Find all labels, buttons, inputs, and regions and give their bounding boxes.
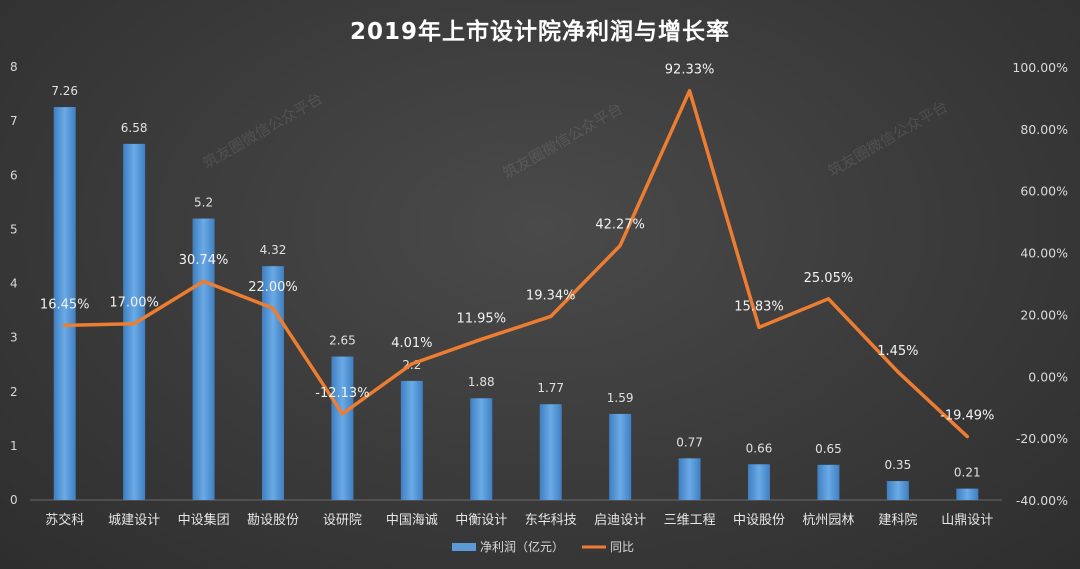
line-point xyxy=(549,314,553,318)
x-tick-label: 中设集团 xyxy=(178,512,230,528)
y-right-tick-label: 20.00% xyxy=(1020,307,1068,322)
bar xyxy=(817,464,840,500)
y-left-tick-label: 4 xyxy=(10,277,18,291)
x-tick-label: 中设股份 xyxy=(733,513,785,528)
bar xyxy=(53,107,76,501)
y-left-tick-label: 8 xyxy=(10,60,18,74)
line-point xyxy=(63,323,67,327)
legend-label-bar: 净利润（亿元） xyxy=(480,539,564,554)
bar xyxy=(609,413,632,500)
y-left-tick-label: 0 xyxy=(10,493,18,507)
x-tick-label: 建科院 xyxy=(878,513,917,528)
line-point xyxy=(618,244,622,248)
bar-value-label: 4.32 xyxy=(260,243,287,257)
line-value-label: 42.27% xyxy=(595,218,645,233)
line-value-label: 22.00% xyxy=(248,280,298,295)
bar xyxy=(192,218,215,501)
bar-value-label: 0.35 xyxy=(884,458,911,472)
line-point xyxy=(688,89,692,93)
bar xyxy=(331,356,354,500)
y-right-tick-label: 80.00% xyxy=(1020,122,1068,137)
y-left-tick-label: 6 xyxy=(10,168,18,182)
legend-label-line: 同比 xyxy=(610,540,634,554)
x-tick-label: 中国海诚 xyxy=(386,513,438,528)
line-point xyxy=(757,325,761,329)
bar-value-label: 6.58 xyxy=(121,121,148,135)
y-left-tick-label: 2 xyxy=(10,385,18,399)
y-left-tick-label: 3 xyxy=(10,331,18,345)
line-value-label: 17.00% xyxy=(109,296,159,311)
x-tick-label: 城建设计 xyxy=(108,513,160,528)
line-point xyxy=(826,297,830,301)
line-point xyxy=(479,337,483,341)
line-point xyxy=(896,370,900,374)
x-tick-label: 山鼎设计 xyxy=(941,513,993,528)
line-point xyxy=(410,362,414,366)
line-value-label: -12.13% xyxy=(315,386,369,401)
bar xyxy=(886,481,909,500)
line-value-label: 19.34% xyxy=(526,288,576,303)
bar xyxy=(470,398,493,500)
line-value-label: 30.74% xyxy=(179,253,229,268)
bar-value-label: 1.77 xyxy=(537,381,564,395)
bar-value-label: 0.66 xyxy=(746,441,773,455)
x-tick-label: 杭州园林 xyxy=(802,513,854,528)
bar xyxy=(956,488,979,500)
x-tick-label: 设研院 xyxy=(323,513,362,528)
bar-value-label: 1.88 xyxy=(468,375,495,389)
y-left-tick-label: 1 xyxy=(10,439,18,453)
bar-value-label: 0.77 xyxy=(676,435,703,449)
line-value-label: 92.33% xyxy=(665,63,715,78)
bar xyxy=(539,404,562,500)
y-right-tick-label: -20.00% xyxy=(1016,431,1068,446)
line-point xyxy=(340,412,344,416)
line-value-label: 15.83% xyxy=(734,299,784,314)
line-point xyxy=(271,306,275,310)
line-value-label: 11.95% xyxy=(456,311,506,326)
bar xyxy=(748,464,770,500)
bar-value-label: 2.65 xyxy=(329,334,356,348)
line-point xyxy=(132,322,136,326)
legend-swatch-bar xyxy=(452,543,476,551)
bar-value-label: 0.21 xyxy=(954,466,981,480)
line-value-label: -19.49% xyxy=(940,409,994,424)
x-tick-label: 启迪设计 xyxy=(594,513,646,528)
x-tick-label: 苏交科 xyxy=(45,512,84,528)
line-value-label: 25.05% xyxy=(804,271,854,286)
line-point xyxy=(202,279,206,283)
bar-value-label: 0.65 xyxy=(815,442,842,456)
line-value-label: 16.45% xyxy=(40,297,90,312)
y-right-tick-label: 60.00% xyxy=(1020,184,1068,199)
line-value-label: 4.01% xyxy=(391,336,432,351)
bar xyxy=(678,458,701,500)
line-value-label: 1.45% xyxy=(877,344,918,359)
y-right-tick-label: -40.00% xyxy=(1016,493,1068,508)
x-tick-label: 三维工程 xyxy=(664,513,716,528)
x-tick-label: 勘设股份 xyxy=(247,513,299,528)
bar-value-label: 5.2 xyxy=(194,196,213,210)
growth-line xyxy=(62,88,970,439)
chart-title: 2019年上市设计院净利润与增长率 xyxy=(349,19,730,45)
line-point xyxy=(965,435,969,439)
bar xyxy=(262,266,284,500)
y-left-tick-label: 5 xyxy=(10,222,18,236)
y-left-tick-label: 7 xyxy=(10,114,18,128)
bar xyxy=(400,380,423,500)
bar-value-label: 7.26 xyxy=(51,84,78,98)
y-right-tick-label: 0.00% xyxy=(1028,369,1068,384)
x-tick-label: 东华科技 xyxy=(525,513,577,528)
y-right-tick-label: 40.00% xyxy=(1020,246,1068,261)
y-right-tick-label: 100.00% xyxy=(1012,60,1068,75)
bar-value-label: 1.59 xyxy=(607,391,634,405)
x-tick-label: 中衡设计 xyxy=(455,513,507,528)
